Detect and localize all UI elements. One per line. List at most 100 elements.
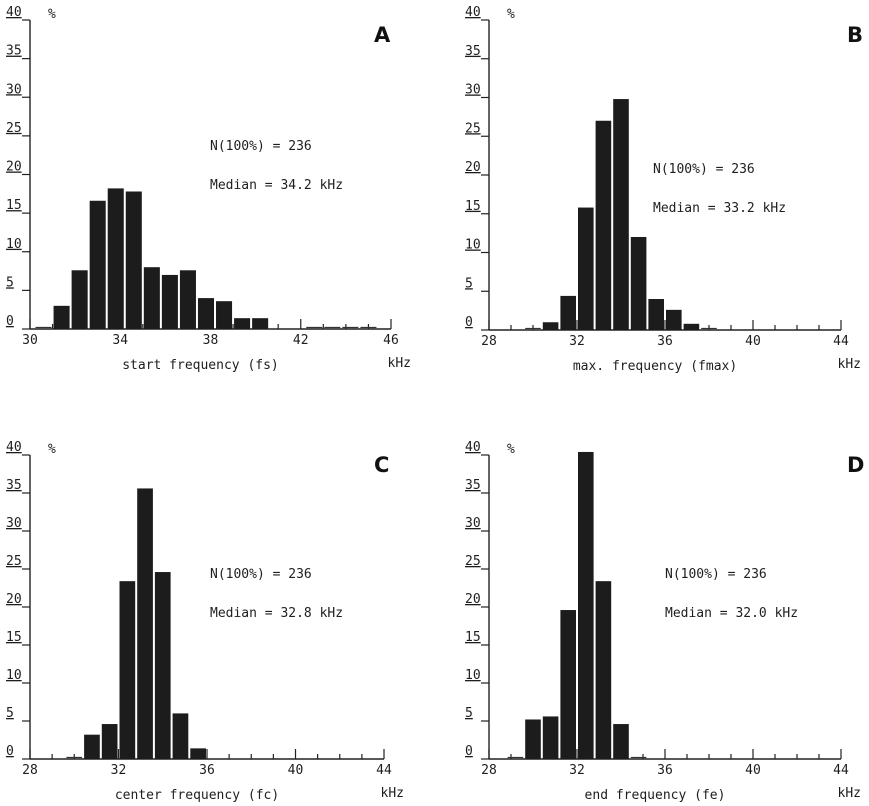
x-tick-label: 44 xyxy=(833,763,849,778)
y-tick-label: 40 xyxy=(465,5,481,20)
x-unit-label: kHz xyxy=(838,357,861,372)
y-unit-label: % xyxy=(507,7,515,22)
x-tick-label: 32 xyxy=(569,334,585,349)
histogram-bar xyxy=(613,99,629,330)
y-unit-label: % xyxy=(48,442,56,457)
histogram-bar xyxy=(595,120,612,330)
histogram-bar xyxy=(125,191,142,329)
y-tick-label: 35 xyxy=(6,44,22,59)
histogram-bar xyxy=(154,572,171,759)
histogram-bar xyxy=(216,301,233,329)
x-tick-label: 36 xyxy=(199,763,215,778)
histogram-bar xyxy=(525,719,541,759)
histogram-bar xyxy=(666,309,682,330)
x-tick-label: 28 xyxy=(481,763,497,778)
y-tick-label: 20 xyxy=(6,592,22,607)
x-unit-label: kHz xyxy=(388,356,411,371)
panel-letter: B xyxy=(847,23,863,47)
histogram-bar xyxy=(560,295,576,330)
x-tick-label: 28 xyxy=(22,763,38,778)
histogram-bar xyxy=(683,323,700,330)
histogram-bar xyxy=(578,207,594,330)
histogram-bar xyxy=(252,318,269,329)
y-tick-label: 20 xyxy=(465,160,481,175)
x-tick-label: 36 xyxy=(657,334,673,349)
panel-d: 0 5 10 15 20 25 30 35 40 % 28 32 36 40 44 end frequency… xyxy=(465,440,864,803)
histogram-bar xyxy=(89,200,106,329)
y-tick-label: 5 xyxy=(465,276,473,291)
histogram-bar xyxy=(542,322,559,330)
histogram-bar xyxy=(143,267,160,329)
x-tick-label: 34 xyxy=(112,333,128,348)
histogram-bar xyxy=(84,734,100,759)
y-tick-label: 20 xyxy=(465,592,481,607)
histogram-bar xyxy=(172,713,189,759)
panel-letter: C xyxy=(374,453,389,477)
y-tick-label: 30 xyxy=(465,516,481,531)
histogram-bar xyxy=(137,488,153,759)
y-tick-label: 10 xyxy=(6,668,22,683)
annotation-n: N(100%) = 236 xyxy=(653,162,755,177)
y-tick-label: 0 xyxy=(465,744,473,759)
annotation-n: N(100%) = 236 xyxy=(210,139,312,154)
y-tick-label: 35 xyxy=(6,478,22,493)
annotation-n: N(100%) = 236 xyxy=(210,567,312,582)
histogram-bar xyxy=(107,188,124,329)
histogram-bar xyxy=(542,716,559,759)
y-tick-label: 0 xyxy=(465,315,473,330)
y-tick-label: 10 xyxy=(465,238,481,253)
y-tick-label: 20 xyxy=(6,160,22,175)
histogram-bar xyxy=(101,724,118,759)
x-tick-label: 40 xyxy=(745,334,761,349)
x-unit-label: kHz xyxy=(838,786,861,801)
y-tick-label: 35 xyxy=(465,44,481,59)
x-tick-label: 46 xyxy=(383,333,399,348)
histogram-bar xyxy=(560,610,576,759)
y-tick-label: 10 xyxy=(6,237,22,252)
panel-letter: D xyxy=(847,453,864,477)
y-tick-label: 30 xyxy=(6,516,22,531)
x-tick-label: 44 xyxy=(376,763,392,778)
y-tick-label: 30 xyxy=(465,83,481,98)
x-unit-label: kHz xyxy=(381,786,404,801)
x-tick-label: 32 xyxy=(569,763,585,778)
annotation-median: Median = 32.0 kHz xyxy=(665,606,798,621)
panel-c: 0 5 10 15 20 25 30 35 40 % 28 32 36 40 44 center freque… xyxy=(6,440,404,803)
y-tick-label: 30 xyxy=(6,82,22,97)
y-tick-label: 15 xyxy=(6,198,22,213)
y-unit-label: % xyxy=(48,7,56,22)
y-tick-label: 0 xyxy=(6,314,14,329)
x-tick-label: 32 xyxy=(111,763,127,778)
histogram-bar xyxy=(161,274,178,329)
y-tick-label: 25 xyxy=(6,554,22,569)
x-axis-label: center frequency (fc) xyxy=(115,788,279,803)
histogram-bar xyxy=(197,298,215,329)
histogram-bar xyxy=(613,724,629,759)
annotation-median: Median = 33.2 kHz xyxy=(653,201,786,216)
y-tick-label: 25 xyxy=(465,554,481,569)
y-tick-label: 10 xyxy=(465,668,481,683)
y-tick-label: 5 xyxy=(6,275,14,290)
y-tick-label: 15 xyxy=(465,199,481,214)
panels-group: 0 5 10 15 20 25 30 35 40 % 30 34 38 42 46 start frequen… xyxy=(6,5,864,803)
panel-b: 0 5 10 15 20 25 30 35 40 % 28 32 36 40 44 max. frequenc… xyxy=(465,5,863,374)
y-tick-label: 25 xyxy=(465,121,481,136)
histogram-bar xyxy=(190,748,206,759)
y-tick-label: 40 xyxy=(6,440,22,455)
x-tick-label: 36 xyxy=(657,763,673,778)
histogram-bar xyxy=(53,305,70,329)
histogram-bar xyxy=(578,451,594,759)
histogram-bar xyxy=(648,299,664,330)
annotation-median: Median = 32.8 kHz xyxy=(210,606,343,621)
histogram-bar xyxy=(179,270,196,329)
x-axis-label: end frequency (fe) xyxy=(585,788,726,803)
panel-a: 0 5 10 15 20 25 30 35 40 % 30 34 38 42 46 start frequen… xyxy=(6,5,411,373)
x-tick-label: 42 xyxy=(293,333,309,348)
annotation-median: Median = 34.2 kHz xyxy=(210,178,343,193)
x-axis-label: max. frequency (fmax) xyxy=(573,359,737,374)
y-tick-label: 5 xyxy=(6,706,14,721)
y-tick-label: 0 xyxy=(6,744,14,759)
annotation-n: N(100%) = 236 xyxy=(665,567,767,582)
y-tick-label: 5 xyxy=(465,706,473,721)
